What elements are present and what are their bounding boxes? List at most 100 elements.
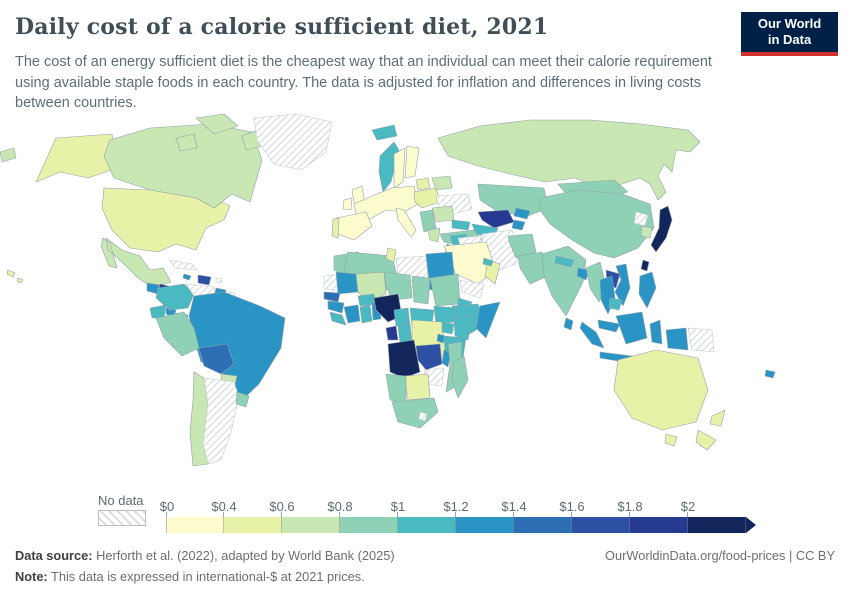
owid-logo[interactable]: Our World in Data xyxy=(741,12,838,56)
country-guinea[interactable] xyxy=(327,300,345,314)
country-caucasus[interactable] xyxy=(451,219,471,231)
country-jamaica[interactable] xyxy=(182,273,192,281)
country-cambodia[interactable] xyxy=(608,297,623,311)
country-uganda[interactable] xyxy=(441,321,455,335)
country-china[interactable] xyxy=(539,189,655,259)
country-australia[interactable] xyxy=(613,349,709,431)
country-sudan[interactable] xyxy=(429,273,461,307)
legend-bin-1[interactable]: $0 xyxy=(160,499,224,533)
country-ghana[interactable] xyxy=(359,304,373,324)
country-japan[interactable] xyxy=(650,205,673,253)
country-vietnam[interactable] xyxy=(614,263,631,307)
country-tajikistan[interactable] xyxy=(511,219,526,231)
country-tunisia[interactable] xyxy=(385,247,397,263)
country-zambia[interactable] xyxy=(415,343,443,371)
legend-bin-6[interactable]: $1.2 xyxy=(443,499,514,533)
country-yemen[interactable] xyxy=(459,279,485,299)
country-uzbekistan[interactable] xyxy=(477,209,515,229)
country-new-zealand-south[interactable] xyxy=(695,429,717,451)
country-fiji[interactable] xyxy=(764,369,776,379)
country-cameroon[interactable] xyxy=(393,307,411,327)
country-argentina[interactable] xyxy=(202,377,240,465)
country-lesotho[interactable] xyxy=(418,411,428,422)
country-greenland[interactable] xyxy=(253,113,333,171)
country-spain[interactable] xyxy=(335,211,373,241)
legend-nodata-swatch[interactable] xyxy=(98,510,146,526)
country-pakistan[interactable] xyxy=(517,251,549,285)
legend-bin-5[interactable]: $1 xyxy=(391,499,456,533)
country-mexico[interactable] xyxy=(100,237,172,288)
legend-bin-10[interactable]: $2 xyxy=(681,499,746,533)
country-canada-arctic-3[interactable] xyxy=(175,133,198,152)
country-sri-lanka[interactable] xyxy=(563,317,574,331)
country-mauritania[interactable] xyxy=(335,271,359,295)
country-angola[interactable] xyxy=(387,339,421,379)
country-kyrgyzstan[interactable] xyxy=(513,207,531,220)
country-oman[interactable] xyxy=(484,259,501,285)
legend-bin-2[interactable]: $0.4 xyxy=(211,499,282,533)
country-finland[interactable] xyxy=(404,145,420,179)
country-malaysia[interactable] xyxy=(597,319,621,333)
country-portugal[interactable] xyxy=(331,217,340,239)
country-north-korea[interactable] xyxy=(633,211,649,227)
country-india[interactable] xyxy=(541,245,587,317)
country-somalia[interactable] xyxy=(475,301,501,339)
country-iceland[interactable] xyxy=(371,124,398,141)
country-bangladesh[interactable] xyxy=(576,267,590,281)
country-namibia[interactable] xyxy=(385,373,407,405)
legend-tick-label: $1 xyxy=(390,499,406,514)
country-kenya[interactable] xyxy=(453,315,473,341)
country-south-sudan[interactable] xyxy=(433,305,457,325)
country-italy[interactable] xyxy=(395,207,417,238)
country-belarus[interactable] xyxy=(431,175,453,191)
country-balkans[interactable] xyxy=(419,209,437,233)
country-puerto-rico[interactable] xyxy=(215,277,223,284)
country-russia-west-sliver[interactable] xyxy=(0,147,17,163)
country-uae[interactable] xyxy=(482,257,494,267)
country-bolivia[interactable] xyxy=(198,343,235,375)
country-taiwan[interactable] xyxy=(640,259,650,272)
legend-bin-3[interactable]: $0.6 xyxy=(269,499,340,533)
country-poland[interactable] xyxy=(413,187,441,209)
legend-bin-7[interactable]: $1.4 xyxy=(501,499,572,533)
country-cuba[interactable] xyxy=(169,259,198,271)
country-indonesia-borneo[interactable] xyxy=(615,311,648,345)
country-papua-new-guinea[interactable] xyxy=(687,327,715,353)
country-ivory-coast[interactable] xyxy=(343,304,361,324)
country-uruguay[interactable] xyxy=(235,391,250,408)
legend-bin-8[interactable]: $1.6 xyxy=(559,499,630,533)
country-colombia[interactable] xyxy=(155,283,195,311)
country-greece[interactable] xyxy=(427,227,441,243)
country-botswana[interactable] xyxy=(403,373,431,401)
country-madagascar[interactable] xyxy=(451,355,469,399)
country-gabon[interactable] xyxy=(385,325,399,341)
country-hispaniola[interactable] xyxy=(197,274,212,286)
country-canada-arctic-1[interactable] xyxy=(195,113,239,135)
country-south-korea[interactable] xyxy=(640,225,653,239)
legend-bin-4[interactable]: $0.8 xyxy=(327,499,398,533)
legend-nodata[interactable]: No data xyxy=(98,493,146,533)
country-senegal[interactable] xyxy=(323,291,341,303)
country-rwanda-burundi[interactable] xyxy=(436,333,446,344)
country-russia[interactable] xyxy=(437,119,701,201)
country-sierra-leone-liberia[interactable] xyxy=(329,311,347,326)
country-ecuador[interactable] xyxy=(149,304,167,319)
country-indonesia-papua[interactable] xyxy=(665,327,689,351)
country-indonesia-sulawesi[interactable] xyxy=(649,319,663,345)
country-ireland[interactable] xyxy=(342,197,353,211)
country-indonesia-sumatra[interactable] xyxy=(579,321,605,349)
country-usa[interactable] xyxy=(101,187,231,253)
country-south-africa[interactable] xyxy=(391,397,439,429)
country-nepal[interactable] xyxy=(554,255,575,268)
country-hawaii[interactable] xyxy=(6,269,24,284)
country-tasmania[interactable] xyxy=(664,433,678,447)
country-philippines[interactable] xyxy=(638,271,657,309)
country-romania[interactable] xyxy=(431,205,455,223)
country-new-zealand-north[interactable] xyxy=(709,409,726,427)
country-baltics[interactable] xyxy=(415,177,431,191)
country-niger[interactable] xyxy=(383,271,413,301)
owid-url-link[interactable]: OurWorldinData.org/food-prices | CC BY xyxy=(605,548,835,563)
legend-bin-9[interactable]: $1.8 xyxy=(617,499,688,533)
country-chad[interactable] xyxy=(411,275,431,305)
country-sweden[interactable] xyxy=(393,147,406,189)
